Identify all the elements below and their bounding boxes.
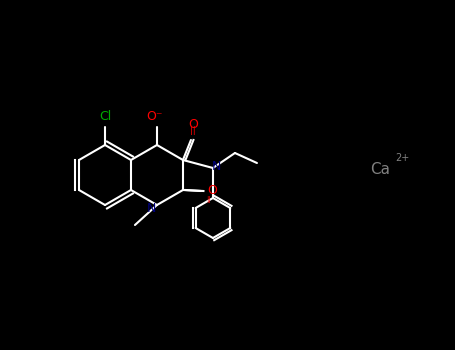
Text: O⁻: O⁻ [147, 110, 163, 122]
Text: N: N [146, 203, 156, 216]
Text: 2+: 2+ [395, 153, 409, 163]
Text: ||: || [190, 126, 196, 134]
Text: N: N [211, 160, 221, 173]
Text: ||: || [207, 196, 211, 203]
Text: Ca: Ca [370, 162, 390, 177]
Text: Cl: Cl [99, 111, 111, 124]
Text: O: O [188, 119, 198, 132]
Text: O: O [207, 184, 217, 197]
